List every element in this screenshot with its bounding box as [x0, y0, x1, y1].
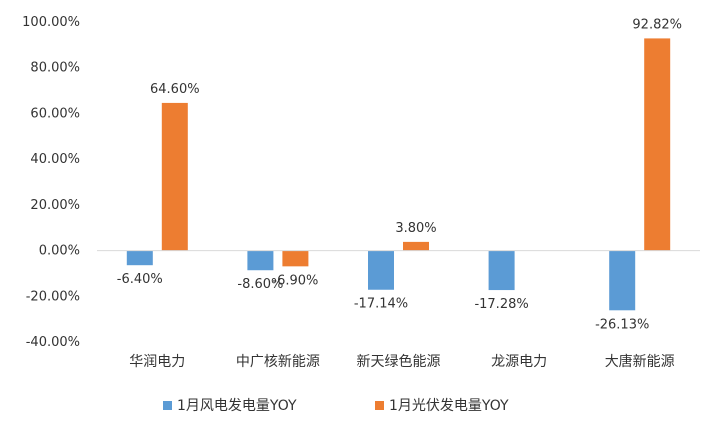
x-category-label: 龙源电力	[491, 354, 547, 370]
x-axis: 华润电力 中广核新能源 新天绿色能源 龙源电力 大唐新能源	[129, 353, 674, 370]
bar-series-2-1	[161, 102, 188, 251]
legend: 1月风电发电量YOY 1月光伏发电量YOY	[163, 398, 509, 414]
legend-swatch-1	[163, 401, 172, 410]
y-tick-label: 60.00%	[30, 106, 80, 121]
y-axis: 100.00% 80.00% 60.00% 40.00% 20.00% 0.00% -20.…	[22, 15, 80, 350]
data-label-series-2-2: -6.90%	[272, 273, 318, 288]
bar-series-2-3	[403, 241, 429, 251]
bars	[126, 38, 671, 311]
x-category-label: 华润电力	[129, 354, 185, 370]
data-label-series-2-3: 3.80%	[395, 221, 436, 236]
data-label-series-1-1: -6.40%	[117, 272, 163, 287]
y-tick-label: 100.00%	[22, 15, 80, 30]
y-tick-label: 80.00%	[30, 61, 80, 76]
x-category-label: 中广核新能源	[236, 354, 320, 370]
data-label-series-1-3: -17.14%	[354, 297, 408, 312]
legend-label-2: 1月光伏发电量YOY	[389, 398, 509, 414]
bar-series-1-5	[609, 250, 636, 311]
data-label-series-2-1: 64.60%	[150, 82, 200, 97]
data-label-series-1-2: -8.60%	[237, 277, 283, 292]
x-category-label: 大唐新能源	[605, 353, 675, 370]
data-label-series-1-5: -26.13%	[595, 317, 649, 332]
legend-swatch-2	[375, 401, 384, 410]
y-tick-label: 40.00%	[30, 152, 80, 167]
x-category-label: 新天绿色能源	[357, 353, 441, 370]
data-label-series-2-5: 92.82%	[632, 17, 682, 32]
bar-series-2-5	[644, 38, 671, 251]
legend-label-1: 1月风电发电量YOY	[177, 398, 297, 414]
bar-series-2-2	[282, 250, 309, 267]
data-labels: -6.40% 64.60% -8.60%-6.90% -17.14% 3.80% -17.…	[117, 17, 682, 332]
bar-series-1-3	[368, 250, 394, 290]
bar-series-1-4	[488, 250, 515, 291]
y-tick-label: -20.00%	[26, 289, 80, 304]
y-tick-label: -40.00%	[26, 335, 80, 350]
y-tick-label: 0.00%	[39, 244, 80, 259]
data-label-series-1-4: -17.28%	[474, 297, 528, 312]
bar-series-1-1	[126, 250, 153, 266]
bar-series-1-2	[247, 250, 274, 271]
y-tick-label: 20.00%	[30, 198, 80, 213]
